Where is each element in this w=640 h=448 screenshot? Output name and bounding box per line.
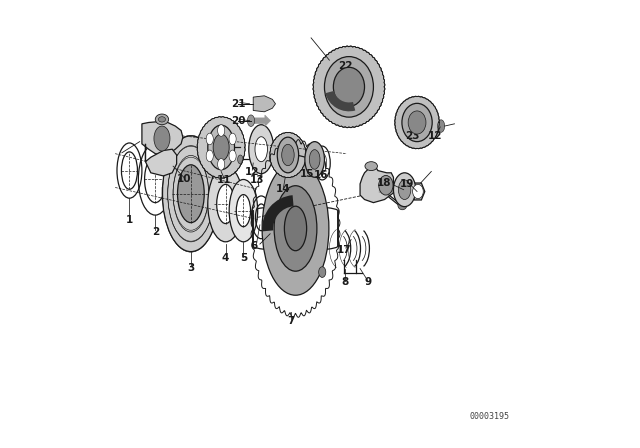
Text: 4: 4 <box>222 253 229 263</box>
Text: 1: 1 <box>126 215 133 224</box>
Polygon shape <box>411 183 425 200</box>
Ellipse shape <box>394 173 416 207</box>
Ellipse shape <box>365 162 378 171</box>
Wedge shape <box>262 195 294 231</box>
Ellipse shape <box>208 125 234 170</box>
Ellipse shape <box>438 120 445 132</box>
Ellipse shape <box>237 155 243 164</box>
Text: 23: 23 <box>405 131 419 141</box>
Polygon shape <box>253 96 275 112</box>
Ellipse shape <box>262 162 329 295</box>
Ellipse shape <box>173 157 209 230</box>
Text: 13: 13 <box>250 175 264 185</box>
Text: 6: 6 <box>250 241 258 251</box>
Ellipse shape <box>398 201 407 210</box>
Text: 8: 8 <box>342 277 349 287</box>
Ellipse shape <box>163 135 220 252</box>
Text: 12: 12 <box>428 131 442 141</box>
Wedge shape <box>325 91 355 112</box>
Ellipse shape <box>249 125 274 174</box>
Text: 5: 5 <box>240 253 247 263</box>
Ellipse shape <box>217 185 234 224</box>
Ellipse shape <box>282 144 294 166</box>
Ellipse shape <box>333 67 365 107</box>
Ellipse shape <box>305 142 324 177</box>
Ellipse shape <box>218 125 225 136</box>
Text: 12: 12 <box>245 167 260 177</box>
Polygon shape <box>142 121 183 155</box>
Ellipse shape <box>308 151 313 172</box>
Ellipse shape <box>402 103 432 142</box>
Polygon shape <box>360 167 394 202</box>
Ellipse shape <box>229 150 236 162</box>
Text: 20: 20 <box>231 116 246 126</box>
FancyArrowPatch shape <box>254 115 271 126</box>
Ellipse shape <box>156 114 168 125</box>
Ellipse shape <box>229 180 258 242</box>
Polygon shape <box>395 96 439 149</box>
Ellipse shape <box>218 159 225 170</box>
Ellipse shape <box>284 206 307 251</box>
Text: 21: 21 <box>231 99 246 109</box>
Ellipse shape <box>251 156 260 163</box>
Ellipse shape <box>398 180 411 199</box>
Ellipse shape <box>248 115 255 126</box>
Polygon shape <box>270 132 306 177</box>
Text: 2: 2 <box>152 227 159 237</box>
Text: 7: 7 <box>287 316 295 326</box>
Ellipse shape <box>168 146 214 241</box>
Text: 10: 10 <box>177 174 191 185</box>
Ellipse shape <box>208 166 243 242</box>
Text: 14: 14 <box>276 184 291 194</box>
Ellipse shape <box>274 186 317 271</box>
Ellipse shape <box>229 133 236 145</box>
Ellipse shape <box>177 165 204 223</box>
Ellipse shape <box>277 137 299 173</box>
Ellipse shape <box>154 126 170 151</box>
Ellipse shape <box>206 133 213 145</box>
Ellipse shape <box>213 134 229 161</box>
Ellipse shape <box>206 150 213 162</box>
Text: 3: 3 <box>188 263 195 273</box>
Text: 17: 17 <box>337 245 352 255</box>
Ellipse shape <box>236 194 250 227</box>
Ellipse shape <box>379 176 393 195</box>
Ellipse shape <box>324 56 373 117</box>
Text: 16: 16 <box>314 170 328 180</box>
Text: 15: 15 <box>300 169 314 179</box>
Ellipse shape <box>309 150 320 169</box>
Text: 22: 22 <box>339 61 353 71</box>
Ellipse shape <box>319 267 326 277</box>
Ellipse shape <box>158 116 166 122</box>
Polygon shape <box>197 116 245 178</box>
Polygon shape <box>313 46 385 128</box>
Text: 11: 11 <box>217 175 232 185</box>
Ellipse shape <box>408 111 426 134</box>
Ellipse shape <box>255 137 268 162</box>
Polygon shape <box>145 144 177 176</box>
Ellipse shape <box>413 185 423 198</box>
Text: 19: 19 <box>399 179 414 189</box>
Text: 9: 9 <box>364 277 371 287</box>
Text: 18: 18 <box>378 178 392 188</box>
Text: 00003195: 00003195 <box>469 412 509 421</box>
